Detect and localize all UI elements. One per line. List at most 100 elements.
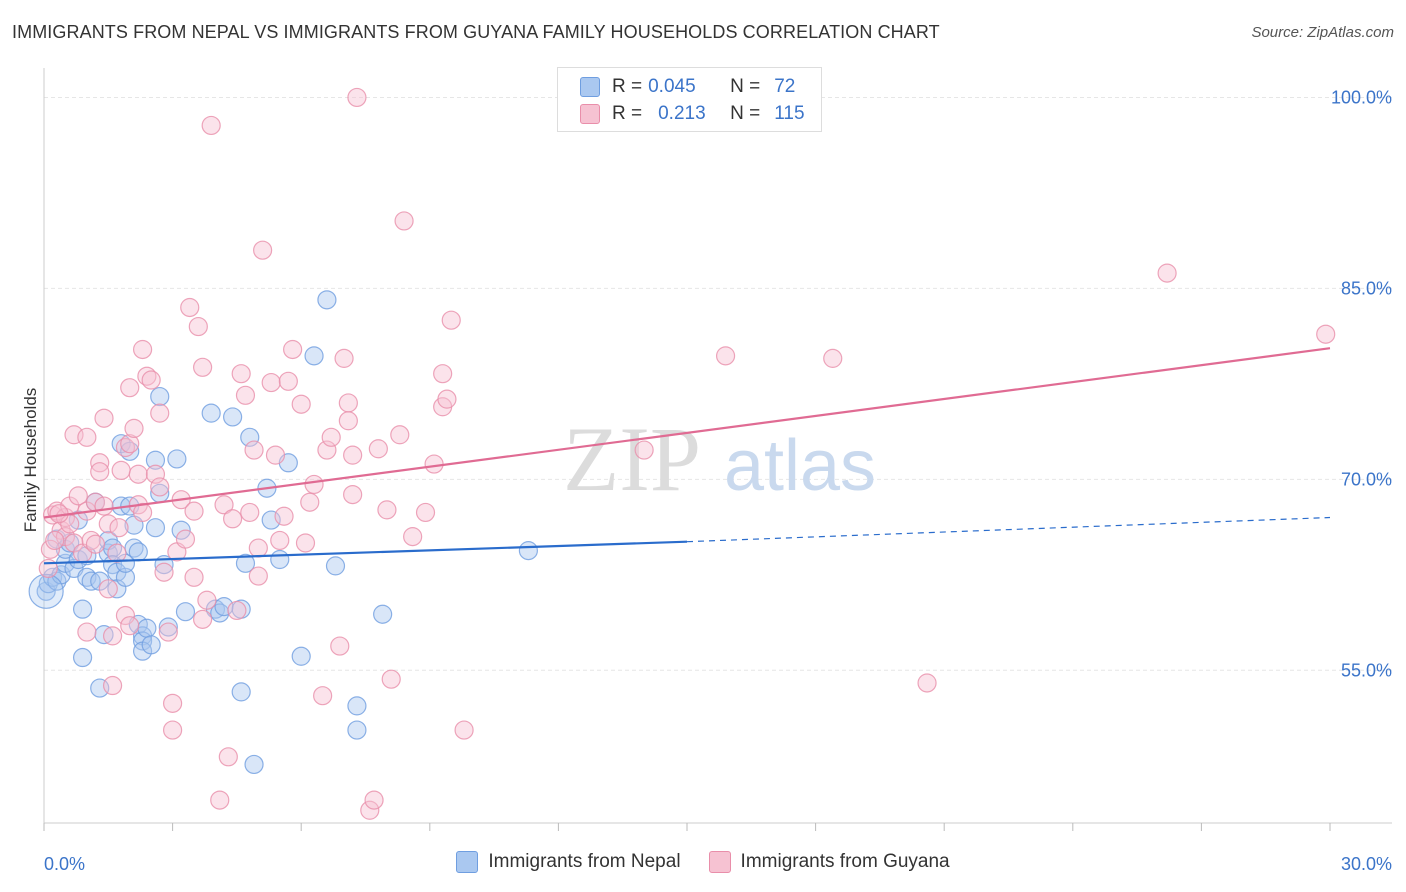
data-point [218,747,238,767]
data-point [300,492,320,512]
watermark-atlas: atlas [724,426,876,506]
data-point [85,534,106,554]
data-point [325,556,346,576]
data-point [313,686,333,706]
data-point [145,450,166,470]
guyana-r-value: 0.213 [658,103,706,124]
nepal-r-value: 0.045 [648,76,696,97]
y-axis-label: Family Households [21,388,40,533]
data-point [347,720,367,740]
data-point [132,502,153,523]
data-point [240,502,260,523]
data-point [270,530,290,551]
stats-row-nepal: R = 0.045 N = 72 [580,75,795,99]
data-point [394,211,414,231]
data-point [141,370,161,390]
data-point [334,348,354,368]
data-point [109,518,129,538]
data-point [347,87,367,108]
stats-row-guyana: R = 0.213 N = 115 [580,102,805,126]
grid-lines [44,96,1392,671]
data-point [107,543,127,563]
data-point [338,411,358,431]
data-point [368,439,388,459]
data-point [244,754,264,775]
data-point [180,297,200,318]
data-point [175,602,196,622]
y-tick-label: 100.0% [1331,87,1392,107]
data-point [193,609,213,629]
data-point [244,440,264,460]
data-point [167,449,187,469]
data-point [715,346,736,366]
x-tick-label: 0.0% [44,854,85,874]
data-point [102,675,123,696]
data-point [373,604,393,624]
data-point [248,538,268,558]
data-point [145,518,166,538]
data-point [235,385,256,405]
data-point [360,800,380,820]
data-point [111,460,131,481]
data-point [145,464,166,484]
data-point [163,693,183,713]
data-point [128,542,148,562]
data-point [518,541,538,561]
stats-legend: R = 0.045 N = 72 R = 0.213 N = 115 [557,67,822,132]
data-point [1157,263,1177,283]
series-legend: Immigrants from Nepal Immigrants from Gu… [0,851,1406,873]
data-point [454,720,474,740]
data-point [330,636,350,656]
data-point [441,310,461,330]
data-point [115,605,136,626]
data-point [437,389,457,409]
data-point [90,462,110,482]
r-label: R = [612,103,643,124]
data-point [163,720,183,740]
guyana-n-value: 115 [774,103,805,124]
data-point [291,646,311,666]
trend-line-guyana [43,347,1331,519]
data-point [77,427,97,447]
data-point [137,618,157,638]
data-point [415,502,436,523]
data-point [102,626,123,646]
trend-lines [43,347,1331,565]
legend-item-guyana[interactable]: Immigrants from Guyana [708,851,950,873]
data-point [270,549,290,570]
data-point [304,474,324,495]
data-point [364,790,384,810]
data-point [124,418,144,439]
data-point [223,509,243,529]
data-point [158,617,178,637]
chart-title: IMMIGRANTS FROM NEPAL VS IMMIGRANTS FROM… [12,22,940,42]
legend-item-nepal[interactable]: Immigrants from Nepal [456,851,681,873]
data-point [261,510,281,530]
data-point [227,600,247,621]
data-point [265,445,286,465]
data-point [150,386,170,407]
data-point [154,562,174,582]
data-point [188,316,208,337]
data-point [295,533,316,553]
data-point [98,579,118,599]
series-guyana-points [38,87,1336,820]
data-point [390,425,410,445]
data-point [231,364,251,384]
y-tick-label: 55.0% [1341,660,1392,680]
data-point [317,440,337,460]
series-nepal-points [28,290,538,775]
data-point [321,427,341,447]
data-point [94,496,114,516]
y-tick-label: 85.0% [1341,278,1392,298]
trend-line-nepal-extension [686,516,1331,543]
data-point [403,527,423,547]
data-point [214,495,234,515]
legend-swatch-nepal [456,851,479,873]
data-point [377,500,397,520]
data-point [291,394,311,414]
data-point [823,348,843,368]
data-point [917,673,937,693]
trend-line-nepal [43,540,688,565]
